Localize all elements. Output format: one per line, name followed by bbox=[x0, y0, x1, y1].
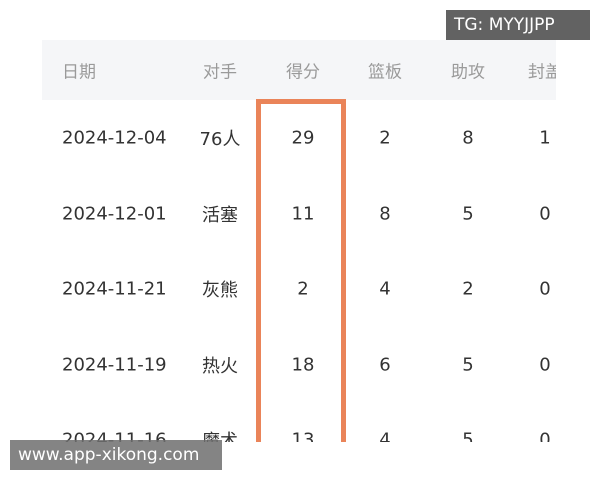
table-cell: 2024-11-19 bbox=[62, 354, 167, 375]
table-cell: 热火 bbox=[202, 355, 238, 377]
table-cell: 13 bbox=[291, 429, 315, 443]
header-cell: 助攻 bbox=[451, 62, 485, 83]
table-cell: 0 bbox=[539, 278, 551, 300]
table-cell: 2024-11-16 bbox=[62, 429, 167, 443]
table-cell: 2 bbox=[297, 278, 309, 300]
viewport: 日期 对手 得分 篮板 助攻 封盖 2024-12-04 76人 29 2 8 1 2024-12-01… bbox=[42, 40, 556, 442]
table-cell: 8 bbox=[379, 203, 391, 224]
table-cell: 1 bbox=[539, 127, 551, 149]
table-cell: 2024-12-01 bbox=[62, 203, 167, 224]
table-cell: 18 bbox=[291, 354, 315, 375]
table-cell: 11 bbox=[291, 203, 315, 224]
watermark-bottom: www.app-xikong.com bbox=[10, 440, 222, 470]
table-cell: 6 bbox=[379, 354, 391, 375]
table-cell: 76人 bbox=[199, 129, 241, 150]
table-cell: 灰熊 bbox=[202, 280, 238, 301]
header-cell: 日期 bbox=[62, 62, 96, 83]
table-cell: 0 bbox=[539, 203, 551, 224]
table-cell: 4 bbox=[379, 429, 391, 443]
header-band bbox=[42, 40, 556, 100]
table-cell: 5 bbox=[462, 429, 474, 443]
table-cell: 5 bbox=[462, 354, 474, 375]
table-cell: 4 bbox=[379, 278, 391, 300]
table-cell: 0 bbox=[539, 354, 551, 375]
highlight-box bbox=[256, 99, 346, 442]
table-cell: 8 bbox=[462, 127, 474, 149]
table-cell: 2024-12-04 bbox=[62, 127, 167, 149]
table-cell: 2 bbox=[462, 278, 474, 300]
table-cell: 29 bbox=[291, 127, 315, 149]
header-cell: 得分 bbox=[286, 62, 320, 83]
table-cell: 2024-11-21 bbox=[62, 278, 167, 300]
stats-table: 日期 对手 得分 篮板 助攻 封盖 2024-12-04 76人 29 2 8 1 2024-12-01… bbox=[42, 40, 556, 442]
table-cell: 魔术 bbox=[202, 431, 238, 442]
table-cell: 2 bbox=[379, 127, 391, 149]
table-cell: 活塞 bbox=[202, 204, 238, 226]
table-cell: 5 bbox=[462, 203, 474, 224]
watermark-top: TG: MYYJJPP bbox=[446, 10, 590, 40]
header-cell: 篮板 bbox=[368, 62, 402, 83]
table-cell: 0 bbox=[539, 429, 551, 443]
header-cell: 封盖 bbox=[528, 62, 556, 83]
header-cell: 对手 bbox=[203, 62, 237, 83]
